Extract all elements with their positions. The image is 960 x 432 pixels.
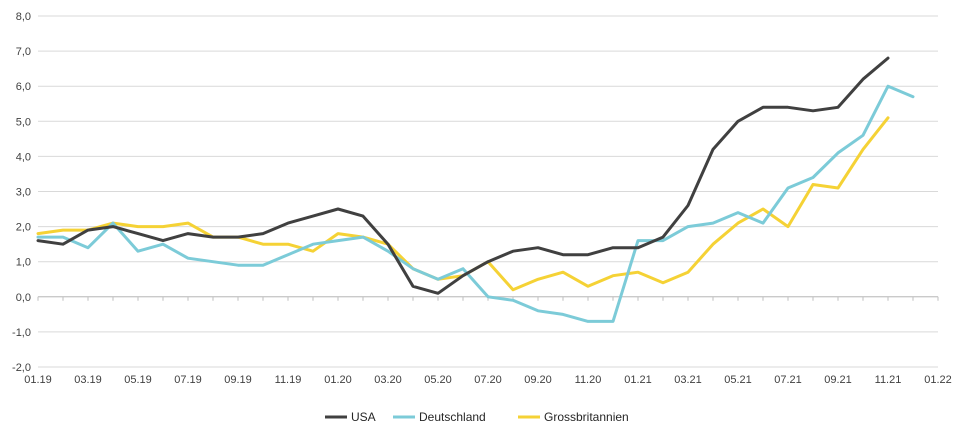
x-tick-label: 05.21 bbox=[724, 374, 752, 386]
x-tick-labels: 01.19 03.19 05.19 07.19 09.19 11.19 01.20 03.20… bbox=[24, 374, 952, 386]
y-tick-label: 8,0 bbox=[16, 11, 31, 23]
series-line-grossbritannien bbox=[36, 116, 890, 292]
x-tick-label: 01.21 bbox=[624, 374, 652, 386]
x-tick-label: 01.19 bbox=[24, 374, 52, 386]
x-tick-label: 07.19 bbox=[174, 374, 202, 386]
legend-label-grossbritannien: Grossbritannien bbox=[544, 410, 629, 424]
series-lines bbox=[36, 56, 915, 323]
x-tick-label: 05.19 bbox=[124, 374, 152, 386]
x-tick-label: 05.20 bbox=[424, 374, 452, 386]
x-tick-label: 07.21 bbox=[774, 374, 802, 386]
x-tick-label: 09.21 bbox=[824, 374, 852, 386]
y-tick-label: 2,0 bbox=[16, 222, 31, 234]
x-tick-label: 01.22 bbox=[924, 374, 952, 386]
legend-label-deutschland: Deutschland bbox=[419, 410, 486, 424]
x-tick-label: 03.19 bbox=[74, 374, 102, 386]
y-tick-label: 0,0 bbox=[16, 292, 31, 304]
x-tick-label: 09.20 bbox=[524, 374, 552, 386]
y-tick-label: -1,0 bbox=[12, 327, 31, 339]
y-tick-label: 5,0 bbox=[16, 116, 31, 128]
x-tick-label: 01.20 bbox=[324, 374, 352, 386]
x-tick-label: 11.19 bbox=[275, 374, 302, 386]
y-tick-label: -2,0 bbox=[12, 362, 31, 374]
gridlines bbox=[38, 15, 938, 368]
x-tick-label: 11.21 bbox=[875, 374, 902, 386]
series-line-deutschland bbox=[36, 84, 915, 323]
series-line-usa bbox=[36, 56, 890, 295]
y-tick-labels: -2,0 -1,0 0,0 1,0 2,0 3,0 4,0 5,0 6,0 7,0 8,0 bbox=[12, 11, 31, 374]
x-tick-label: 09.19 bbox=[224, 374, 252, 386]
x-tick-label: 11.20 bbox=[575, 374, 602, 386]
legend: USA Deutschland Grossbritannien bbox=[325, 410, 629, 424]
x-tick-label: 03.21 bbox=[674, 374, 702, 386]
x-tick-label: 07.20 bbox=[474, 374, 502, 386]
legend-label-usa: USA bbox=[351, 410, 376, 424]
x-tick-label: 03.20 bbox=[374, 374, 402, 386]
y-tick-label: 4,0 bbox=[16, 151, 31, 163]
y-tick-label: 1,0 bbox=[16, 257, 31, 269]
y-tick-label: 7,0 bbox=[16, 46, 31, 58]
y-tick-label: 3,0 bbox=[16, 187, 31, 199]
y-tick-label: 6,0 bbox=[16, 81, 31, 93]
